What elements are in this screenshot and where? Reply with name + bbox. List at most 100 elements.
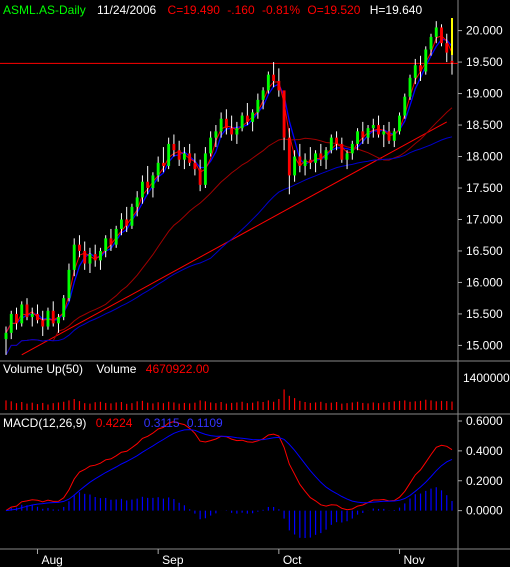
candle-body (356, 131, 359, 144)
volume-header: Volume Up(50) Volume 4670922.00 (3, 362, 209, 376)
candle-body (203, 153, 207, 185)
volume-bars (5, 389, 453, 410)
candle-body (214, 131, 218, 138)
candle-body (119, 219, 123, 229)
candle-body (88, 254, 92, 264)
date-label: 11/24/2006 (97, 3, 157, 17)
price-tick-label: 17.500 (466, 181, 503, 195)
volume-label: Volume (96, 362, 137, 376)
candle-body (314, 153, 318, 163)
candle-body (9, 313, 13, 333)
month-label: Oct (283, 553, 302, 567)
candle-body (350, 143, 354, 154)
month-label: Nov (404, 553, 425, 567)
candle-body (151, 175, 155, 188)
candle-body (413, 65, 417, 78)
candle-body (188, 153, 192, 163)
volume-value: 4670922.00 (145, 362, 210, 376)
candle-body (230, 128, 234, 135)
candle-body (104, 238, 108, 251)
candle-body (20, 304, 24, 324)
candle-body (93, 254, 97, 261)
candle-body (392, 131, 396, 141)
volume-up-label: Volume Up(50) (3, 362, 84, 376)
hist-value: 0.1109 (186, 416, 223, 430)
candle-body (156, 162, 160, 176)
ma-20-line (5, 107, 453, 356)
candle-body (272, 74, 276, 81)
candle-body (361, 131, 365, 138)
candle-body (308, 159, 312, 163)
month-label: Aug (41, 553, 62, 567)
macd-lines (5, 421, 453, 538)
candle-body (366, 128, 370, 138)
price-tick-label: 16.000 (466, 275, 503, 289)
candle-body (15, 313, 18, 324)
header-line: ASML.AS-Daily 11/24/2006 C=19.490 -.160 … (3, 3, 422, 17)
macd-line (5, 421, 453, 512)
candle-body (324, 150, 328, 160)
candle-body (130, 206, 134, 226)
price-tick-label: 16.500 (466, 244, 503, 258)
candle-body (429, 36, 433, 50)
candle-body (46, 310, 50, 327)
open-label: O=19.520 (307, 3, 361, 17)
candle-body (329, 137, 333, 151)
signal-line (5, 429, 453, 512)
candle-body (398, 115, 401, 132)
trendlines (0, 62, 458, 356)
candle-body (266, 74, 270, 91)
candle-body (36, 313, 39, 321)
candle-body (424, 49, 428, 72)
price-tick-label: 18.000 (466, 150, 503, 164)
candle-body (135, 197, 139, 207)
high-label: H=19.640 (369, 3, 423, 17)
candle-body (293, 156, 297, 176)
candle-body (224, 118, 228, 129)
candle-body (99, 250, 102, 261)
price-tick-label: 15.500 (466, 307, 503, 321)
candle-body (51, 310, 55, 324)
candle-body (182, 153, 186, 160)
candle-body (319, 153, 323, 160)
price-tick-label: 17.000 (466, 212, 503, 226)
candle-body (282, 90, 286, 138)
candle-body (177, 150, 181, 160)
price-tick-label: 18.500 (466, 118, 503, 132)
candle-body (62, 298, 66, 318)
candle-body (403, 96, 407, 116)
macd-tick-label: 0.0000 (466, 504, 503, 518)
change-label: -.160 (227, 3, 255, 17)
candle-body (245, 115, 249, 122)
candle-body (303, 159, 307, 166)
candle-body (371, 125, 375, 129)
candle-body (41, 320, 45, 327)
price-tick-label: 19.500 (466, 55, 503, 69)
candle-body (261, 90, 265, 100)
macd-tick-label: 0.6000 (466, 414, 503, 428)
candle-body (419, 65, 422, 72)
candle-body (114, 228, 118, 245)
candle-body (287, 137, 291, 176)
candle-body (387, 131, 391, 141)
candle-body (298, 156, 302, 166)
candle-body (377, 125, 380, 135)
pct-label: -0.81% (261, 3, 301, 17)
trend-line (21, 121, 447, 356)
candle-body (78, 244, 81, 251)
candle-body (67, 269, 71, 299)
volume-tick-label: 1400000 (463, 371, 510, 385)
candle-body (125, 219, 129, 226)
price-candles (4, 18, 454, 355)
candle-body (172, 143, 176, 151)
axes: 20.000 19.500 19.000 18.500 18.000 17.500 17.0… (36, 24, 510, 567)
candle-body (340, 143, 344, 160)
candle-body (167, 143, 171, 166)
candle-body (440, 27, 443, 44)
candle-body (146, 181, 150, 188)
candle-body (251, 112, 255, 122)
candle-body (450, 60, 454, 63)
candle-body (72, 244, 76, 270)
